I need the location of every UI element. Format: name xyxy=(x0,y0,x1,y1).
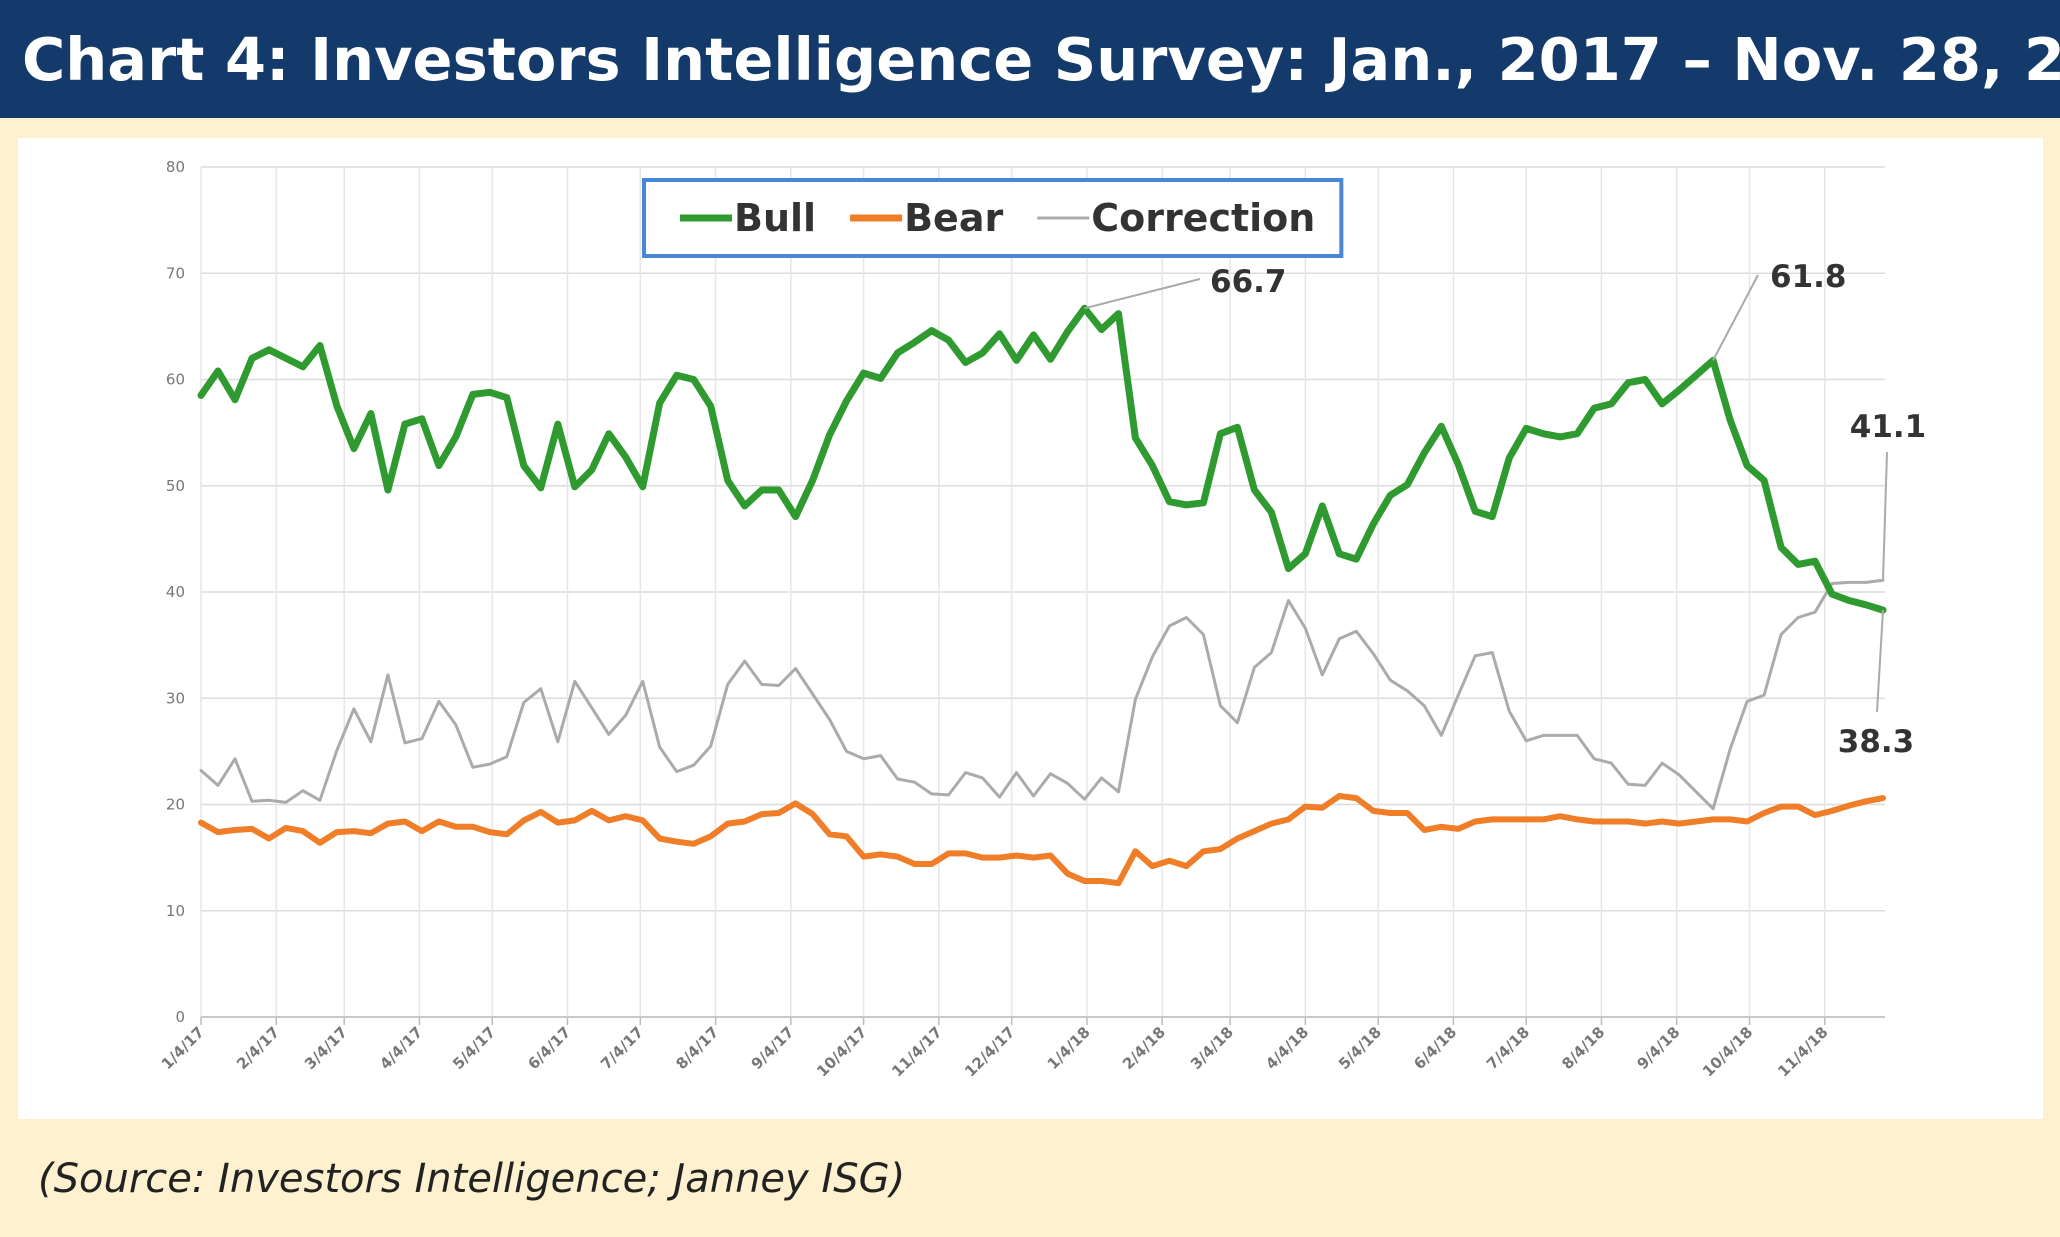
annotation-leader xyxy=(1084,278,1201,310)
annotation-leader xyxy=(1882,451,1888,581)
y-tick-label: 0 xyxy=(175,1008,185,1026)
data-label: 66.7 xyxy=(1210,264,1287,300)
series-line xyxy=(199,578,1885,811)
y-tick-label: 20 xyxy=(166,796,185,814)
y-tick-label: 10 xyxy=(166,902,185,920)
source-note: (Source: Investors Intelligence; Janney … xyxy=(38,1156,905,1202)
legend: Bull Bear Correction xyxy=(642,178,1344,258)
y-tick-label: 80 xyxy=(166,158,185,176)
data-label: 61.8 xyxy=(1770,259,1847,295)
y-tick-label: 30 xyxy=(166,689,185,707)
series-line xyxy=(198,793,1886,887)
chart-title: Chart 4: Investors Intelligence Survey: … xyxy=(22,25,2060,94)
header-band xyxy=(0,0,2060,118)
legend-label: Correction xyxy=(1091,196,1315,240)
y-tick-label: 50 xyxy=(166,477,185,495)
annotation-leader xyxy=(1876,610,1884,713)
series-line xyxy=(197,304,1887,614)
legend-box xyxy=(642,178,1344,258)
annotation-leader xyxy=(1712,274,1759,361)
data-label: 41.1 xyxy=(1850,409,1927,445)
y-tick-label: 60 xyxy=(166,371,185,389)
legend-label: Bear xyxy=(904,196,1003,240)
data-label: 38.3 xyxy=(1838,724,1915,760)
y-tick-label: 40 xyxy=(166,583,185,601)
y-tick-label: 70 xyxy=(166,264,185,282)
legend-label: Bull xyxy=(734,196,816,240)
plot-panel xyxy=(18,138,2043,1119)
